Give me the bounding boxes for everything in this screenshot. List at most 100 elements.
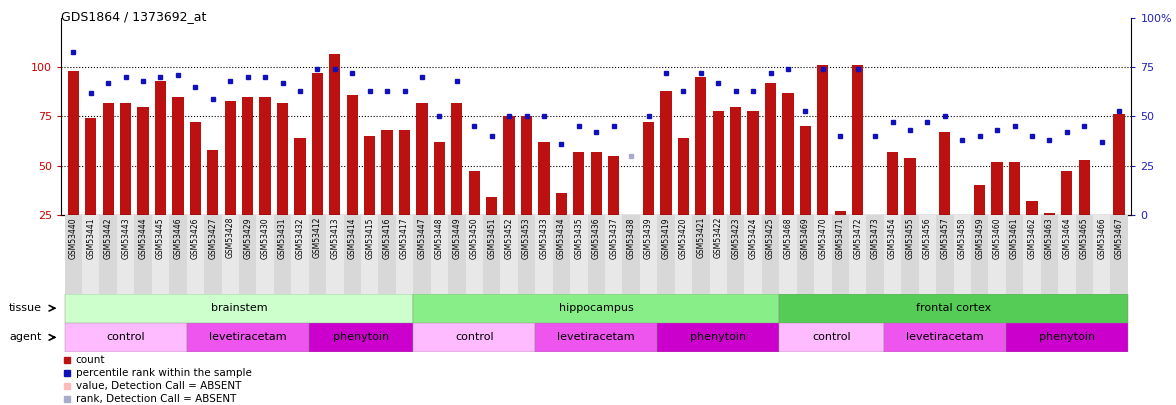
Bar: [256, 215, 274, 294]
Bar: [657, 323, 780, 352]
Bar: [413, 215, 430, 294]
Bar: [1061, 171, 1073, 215]
Bar: [1009, 162, 1021, 215]
Bar: [483, 215, 500, 294]
Bar: [814, 215, 831, 294]
Text: count: count: [75, 355, 106, 365]
Text: GSM53424: GSM53424: [749, 217, 757, 258]
Bar: [486, 197, 497, 215]
Bar: [553, 215, 570, 294]
Text: GSM53464: GSM53464: [1062, 217, 1071, 259]
Bar: [347, 95, 358, 215]
Bar: [116, 215, 134, 294]
Bar: [221, 215, 239, 294]
Bar: [120, 103, 132, 215]
Bar: [604, 215, 622, 294]
Bar: [780, 215, 796, 294]
Bar: [416, 103, 428, 215]
Text: GSM53448: GSM53448: [435, 217, 443, 258]
Bar: [884, 215, 901, 294]
Bar: [503, 117, 515, 215]
Text: GSM53421: GSM53421: [696, 217, 706, 258]
Text: GSM53419: GSM53419: [661, 217, 670, 258]
Bar: [169, 215, 187, 294]
Bar: [1076, 215, 1093, 294]
Bar: [365, 136, 375, 215]
Bar: [1044, 213, 1055, 215]
Bar: [399, 130, 410, 215]
Bar: [727, 215, 744, 294]
Text: GSM53449: GSM53449: [453, 217, 461, 259]
Bar: [312, 73, 323, 215]
Text: GSM53450: GSM53450: [469, 217, 479, 259]
Bar: [239, 215, 256, 294]
Text: GSM53459: GSM53459: [975, 217, 984, 259]
Text: frontal cortex: frontal cortex: [916, 303, 991, 313]
Bar: [172, 97, 183, 215]
Bar: [343, 215, 361, 294]
Text: control: control: [106, 333, 145, 342]
Text: GSM53414: GSM53414: [348, 217, 356, 258]
Text: GSM53460: GSM53460: [993, 217, 1002, 259]
Text: levetiracetam: levetiracetam: [209, 333, 287, 342]
Text: GSM53422: GSM53422: [714, 217, 723, 258]
Bar: [535, 323, 657, 352]
Bar: [225, 101, 236, 215]
Bar: [65, 294, 413, 323]
Text: GSM53413: GSM53413: [330, 217, 340, 258]
Text: GSM53441: GSM53441: [86, 217, 95, 258]
Text: GSM53458: GSM53458: [957, 217, 967, 258]
Bar: [396, 215, 413, 294]
Bar: [1005, 215, 1023, 294]
Text: GSM53467: GSM53467: [1115, 217, 1123, 259]
Bar: [430, 215, 448, 294]
Bar: [187, 215, 205, 294]
Text: GSM53415: GSM53415: [366, 217, 374, 258]
Text: GSM53444: GSM53444: [139, 217, 147, 259]
Bar: [187, 323, 308, 352]
Bar: [82, 215, 100, 294]
Text: GSM53428: GSM53428: [226, 217, 235, 258]
Text: brainstem: brainstem: [211, 303, 267, 313]
Bar: [452, 103, 462, 215]
Text: GSM53452: GSM53452: [505, 217, 514, 258]
Bar: [780, 323, 884, 352]
Bar: [1023, 215, 1041, 294]
Bar: [326, 215, 343, 294]
Text: GSM53462: GSM53462: [1028, 217, 1036, 258]
Bar: [1110, 215, 1128, 294]
Text: GSM53429: GSM53429: [243, 217, 252, 258]
Bar: [660, 91, 671, 215]
Bar: [308, 323, 413, 352]
Text: GSM53461: GSM53461: [1010, 217, 1020, 258]
Bar: [134, 215, 152, 294]
Bar: [867, 215, 884, 294]
Bar: [730, 107, 741, 215]
Bar: [466, 215, 483, 294]
Bar: [762, 215, 780, 294]
Bar: [381, 130, 393, 215]
Bar: [500, 215, 517, 294]
Text: GSM53433: GSM53433: [540, 217, 548, 259]
Bar: [434, 142, 445, 215]
Text: agent: agent: [9, 333, 41, 342]
Text: GSM53470: GSM53470: [818, 217, 827, 259]
Text: percentile rank within the sample: percentile rank within the sample: [75, 368, 252, 378]
Bar: [835, 211, 846, 215]
Text: GSM53434: GSM53434: [557, 217, 566, 259]
Bar: [556, 193, 567, 215]
Text: GSM53463: GSM53463: [1045, 217, 1054, 259]
Bar: [102, 103, 114, 215]
Bar: [100, 215, 116, 294]
Text: GSM53427: GSM53427: [208, 217, 218, 258]
Bar: [1078, 160, 1090, 215]
Bar: [849, 215, 867, 294]
Text: GSM53457: GSM53457: [941, 217, 949, 259]
Bar: [517, 215, 535, 294]
Text: GSM53435: GSM53435: [574, 217, 583, 259]
Bar: [292, 215, 308, 294]
Bar: [521, 117, 533, 215]
Bar: [448, 215, 466, 294]
Bar: [954, 215, 971, 294]
Bar: [657, 215, 675, 294]
